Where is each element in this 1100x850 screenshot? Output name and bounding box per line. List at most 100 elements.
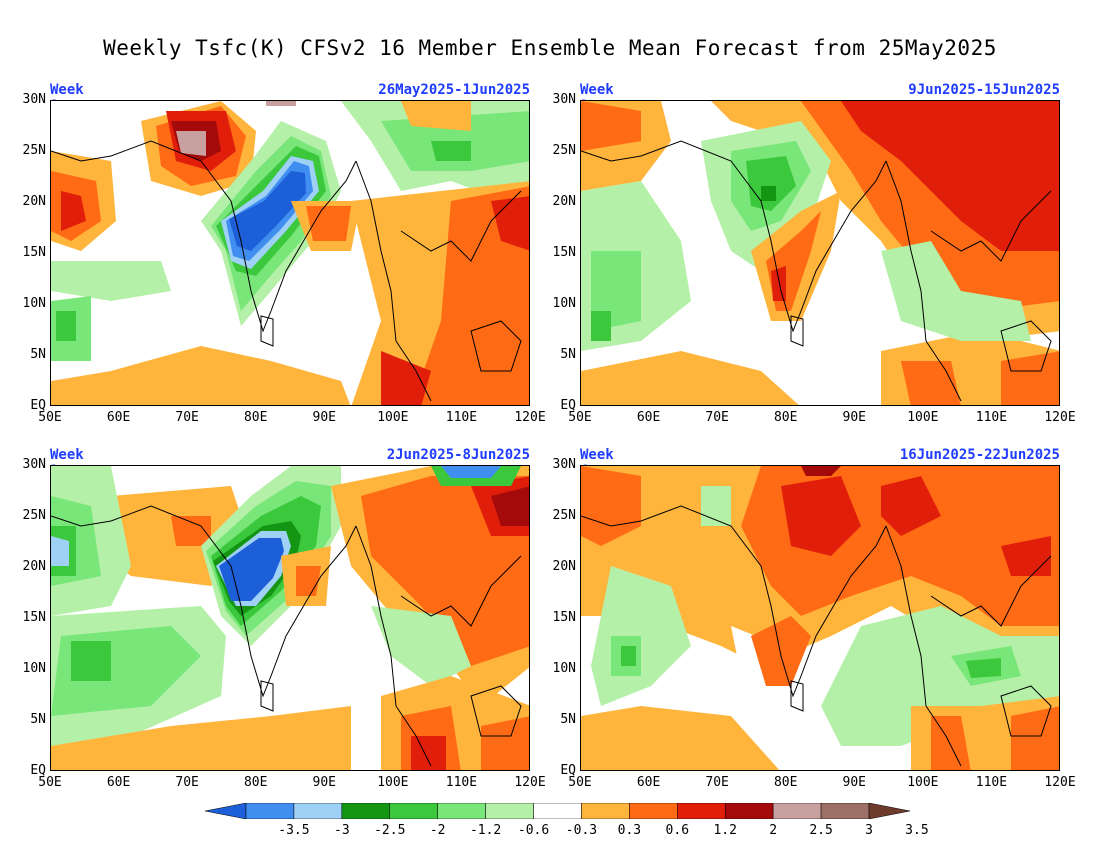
map-week4 xyxy=(580,465,1060,771)
colorbar-tick-label: 2.5 xyxy=(809,823,833,838)
lon-tick-label: 90E xyxy=(842,410,867,425)
lon-tick-label: 100E xyxy=(377,410,409,425)
lat-tick-label: 10N xyxy=(552,296,576,311)
panel-week4-dates: 16Jun2025-22Jun2025 xyxy=(899,447,1060,463)
colorbar-tick-label: -3 xyxy=(334,823,350,838)
lat-tick-label: 15N xyxy=(552,245,576,260)
colorbar-tick-label: 0.3 xyxy=(617,823,642,838)
lon-tick-label: 60E xyxy=(106,775,131,790)
map-week3-field xyxy=(581,101,1059,405)
colorbar-bin xyxy=(629,803,678,819)
colorbar-bin xyxy=(772,803,822,819)
lat-tick-label: 20N xyxy=(22,559,46,574)
lat-tick-label: 20N xyxy=(552,559,576,574)
lon-tick-label: 50E xyxy=(38,410,62,425)
colorbar-tick-label: 3 xyxy=(865,823,873,838)
lat-tick-label: 20N xyxy=(552,194,576,209)
map-week2 xyxy=(50,465,530,771)
lon-tick-label: 110E xyxy=(975,775,1008,790)
colorbar-tick-label: -0.3 xyxy=(565,823,598,838)
lon-tick-label: 50E xyxy=(568,410,592,425)
lat-tick-label: 5N xyxy=(560,347,576,362)
lon-tick-label: 110E xyxy=(975,410,1008,425)
colorbar-tick-label: 1.2 xyxy=(713,823,737,838)
colorbar-bin xyxy=(341,803,391,819)
lon-tick-label: 110E xyxy=(445,410,478,425)
colorbar-bin xyxy=(581,803,630,819)
map-week4-field xyxy=(581,466,1059,770)
panel-week1-dates: 26May2025-1Jun2025 xyxy=(378,82,530,98)
lon-tick-label: 80E xyxy=(773,775,798,790)
panel-week3-dates: 9Jun2025-15Jun2025 xyxy=(908,82,1060,98)
map-week1-field xyxy=(51,101,529,405)
map-week2-field xyxy=(51,466,529,770)
panel-week2-dates: 2Jun2025-8Jun2025 xyxy=(386,447,530,463)
lon-tick-label: 120E xyxy=(1044,775,1076,790)
colorbar xyxy=(205,803,910,819)
lon-tick-label: 110E xyxy=(445,775,478,790)
lon-tick-label: 80E xyxy=(773,410,798,425)
colorbar-tick-label: -3.5 xyxy=(278,823,310,838)
lon-tick-label: 70E xyxy=(175,410,199,425)
lon-tick-label: 90E xyxy=(312,775,337,790)
colorbar-bin xyxy=(724,803,774,819)
lat-tick-label: EQ xyxy=(30,763,46,778)
map-week3 xyxy=(580,100,1060,406)
lat-tick-label: 10N xyxy=(22,296,46,311)
lon-tick-label: 70E xyxy=(705,410,729,425)
colorbar-tick-label: 2 xyxy=(769,823,778,838)
colorbar-bin xyxy=(677,803,726,819)
lon-tick-label: 60E xyxy=(106,410,131,425)
lat-tick-label: 30N xyxy=(552,457,576,472)
lat-tick-label: 15N xyxy=(552,610,576,625)
colorbar-tick-label: -1.2 xyxy=(469,823,502,838)
lat-tick-label: 10N xyxy=(552,661,576,676)
colorbar-bin xyxy=(389,803,438,819)
colorbar-tick-label: -2 xyxy=(429,823,446,838)
lat-tick-label: 5N xyxy=(560,712,576,727)
lat-tick-label: 15N xyxy=(22,245,46,260)
lat-tick-label: EQ xyxy=(560,398,576,413)
lat-tick-label: 25N xyxy=(22,143,46,158)
colorbar-bin xyxy=(245,803,295,819)
lat-tick-label: 15N xyxy=(22,610,46,625)
lon-tick-label: 80E xyxy=(243,410,268,425)
colorbar-bin xyxy=(293,803,343,819)
lon-tick-label: 60E xyxy=(636,775,661,790)
figure-title: Weekly Tsfc(K) CFSv2 16 Member Ensemble … xyxy=(103,36,997,60)
colorbar-tick-label: 3.5 xyxy=(905,823,929,838)
colorbar-bin xyxy=(437,803,486,819)
lat-tick-label: 5N xyxy=(30,712,46,727)
lat-tick-label: 25N xyxy=(22,508,46,523)
lon-tick-label: 50E xyxy=(568,775,592,790)
colorbar-tick-label: -2.5 xyxy=(374,823,406,838)
colorbar-bin xyxy=(820,803,870,819)
lon-tick-label: 120E xyxy=(1044,410,1076,425)
colorbar-bin xyxy=(485,803,534,819)
lat-tick-label: 5N xyxy=(30,347,46,362)
colorbar-max-arrow xyxy=(868,803,910,819)
lat-tick-label: 30N xyxy=(22,457,46,472)
colorbar-tick-label: -0.6 xyxy=(517,823,550,838)
lon-tick-label: 90E xyxy=(312,410,337,425)
lat-tick-label: 20N xyxy=(22,194,46,209)
lon-tick-label: 90E xyxy=(842,775,867,790)
lon-tick-label: 70E xyxy=(175,775,199,790)
lon-tick-label: 100E xyxy=(907,410,939,425)
lat-tick-label: 30N xyxy=(552,92,576,107)
lon-tick-label: 50E xyxy=(38,775,62,790)
lat-tick-label: 25N xyxy=(552,143,576,158)
map-week1 xyxy=(50,100,530,406)
lon-tick-label: 60E xyxy=(636,410,661,425)
lon-tick-label: 120E xyxy=(514,775,546,790)
colorbar-min-arrow xyxy=(205,803,247,819)
colorbar-bin xyxy=(533,803,582,819)
lat-tick-label: EQ xyxy=(30,398,46,413)
lon-tick-label: 80E xyxy=(243,775,268,790)
lat-tick-label: EQ xyxy=(560,763,576,778)
lon-tick-label: 70E xyxy=(705,775,729,790)
lon-tick-label: 120E xyxy=(514,410,546,425)
colorbar-tick-label: 0.6 xyxy=(665,823,690,838)
lat-tick-label: 30N xyxy=(22,92,46,107)
lon-tick-label: 100E xyxy=(377,775,409,790)
